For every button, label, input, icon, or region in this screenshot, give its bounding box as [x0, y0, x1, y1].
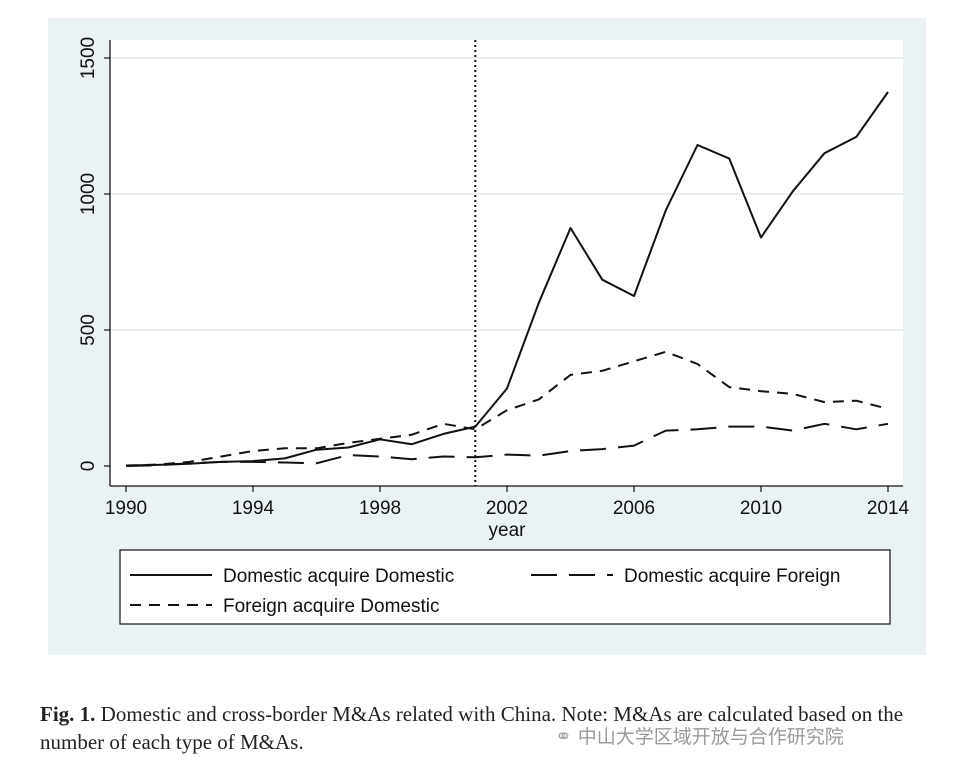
caption-label: Fig. 1.	[40, 702, 96, 726]
x-axis-title: year	[489, 520, 527, 541]
x-tick-label: 1994	[232, 498, 275, 519]
x-tick-label: 2006	[613, 498, 655, 519]
series-line-3	[125, 350, 889, 467]
x-tick-label: 2002	[486, 498, 528, 519]
wechat-icon: ⚭	[555, 723, 572, 748]
y-tick-label: 0	[78, 461, 99, 472]
x-tick-label: 1998	[359, 498, 401, 519]
legend-label-2: Domestic acquire Foreign	[624, 566, 840, 587]
caption-text: Domestic and cross-border M&As related w…	[40, 702, 904, 754]
legend-box	[119, 549, 891, 625]
y-tick-label: 1000	[78, 173, 99, 215]
legend-label-1: Domestic acquire Domestic	[223, 566, 454, 587]
y-tick-label: 1500	[78, 37, 99, 79]
figure-caption: Fig. 1. Domestic and cross-border M&As r…	[40, 700, 940, 756]
x-tick-label: 2010	[740, 498, 782, 519]
chart-figure: 0 500 1000 1500 1990 1994 1998 2002 2006 2010 2014…	[48, 18, 926, 655]
y-tick-label: 500	[78, 314, 99, 346]
line-chart: 0 500 1000 1500 1990 1994 1998 2002 2006 2010 2014…	[78, 37, 910, 625]
x-tick-label: 2014	[867, 498, 910, 519]
series-line-2	[125, 422, 889, 467]
watermark: ⚭ 中山大学区域开放与合作研究院	[555, 722, 844, 749]
watermark-text: 中山大学区域开放与合作研究院	[577, 726, 844, 748]
x-tick-label: 1990	[105, 498, 147, 519]
legend-label-3: Foreign acquire Domestic	[223, 596, 439, 617]
plot-area	[110, 40, 903, 486]
